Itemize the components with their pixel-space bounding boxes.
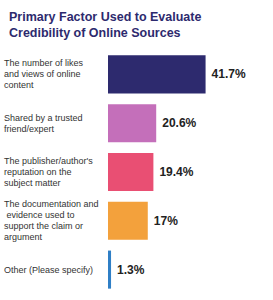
svg-text:evidence used to: evidence used to — [4, 210, 77, 220]
svg-text:content: content — [4, 80, 34, 90]
svg-text:Credibility of Online Sources: Credibility of Online Sources — [9, 26, 181, 40]
svg-text:17%: 17% — [154, 214, 178, 228]
svg-text:Shared by a trusted: Shared by a trusted — [4, 113, 85, 123]
svg-text:support the claim or: support the claim or — [4, 221, 86, 231]
svg-text:The publisher/author's: The publisher/author's — [4, 156, 95, 166]
svg-text:Primary Factor Used to Evaluat: Primary Factor Used to Evaluate — [9, 10, 205, 24]
svg-text:argument: argument — [4, 232, 43, 242]
svg-text:and views of online: and views of online — [4, 69, 83, 79]
svg-text:Other (Please specify): Other (Please specify) — [4, 265, 93, 275]
svg-text:41.7%: 41.7% — [212, 67, 246, 81]
svg-text:reputation on the: reputation on the — [4, 167, 74, 177]
svg-text:The documentation and: The documentation and — [4, 199, 99, 209]
svg-text:The number of likes: The number of likes — [4, 58, 86, 68]
svg-text:1.3%: 1.3% — [117, 263, 145, 277]
svg-text:20.6%: 20.6% — [162, 116, 196, 130]
svg-text:subject matter: subject matter — [4, 178, 61, 188]
svg-text:19.4%: 19.4% — [159, 165, 193, 179]
svg-text:friend/expert: friend/expert — [4, 124, 55, 134]
